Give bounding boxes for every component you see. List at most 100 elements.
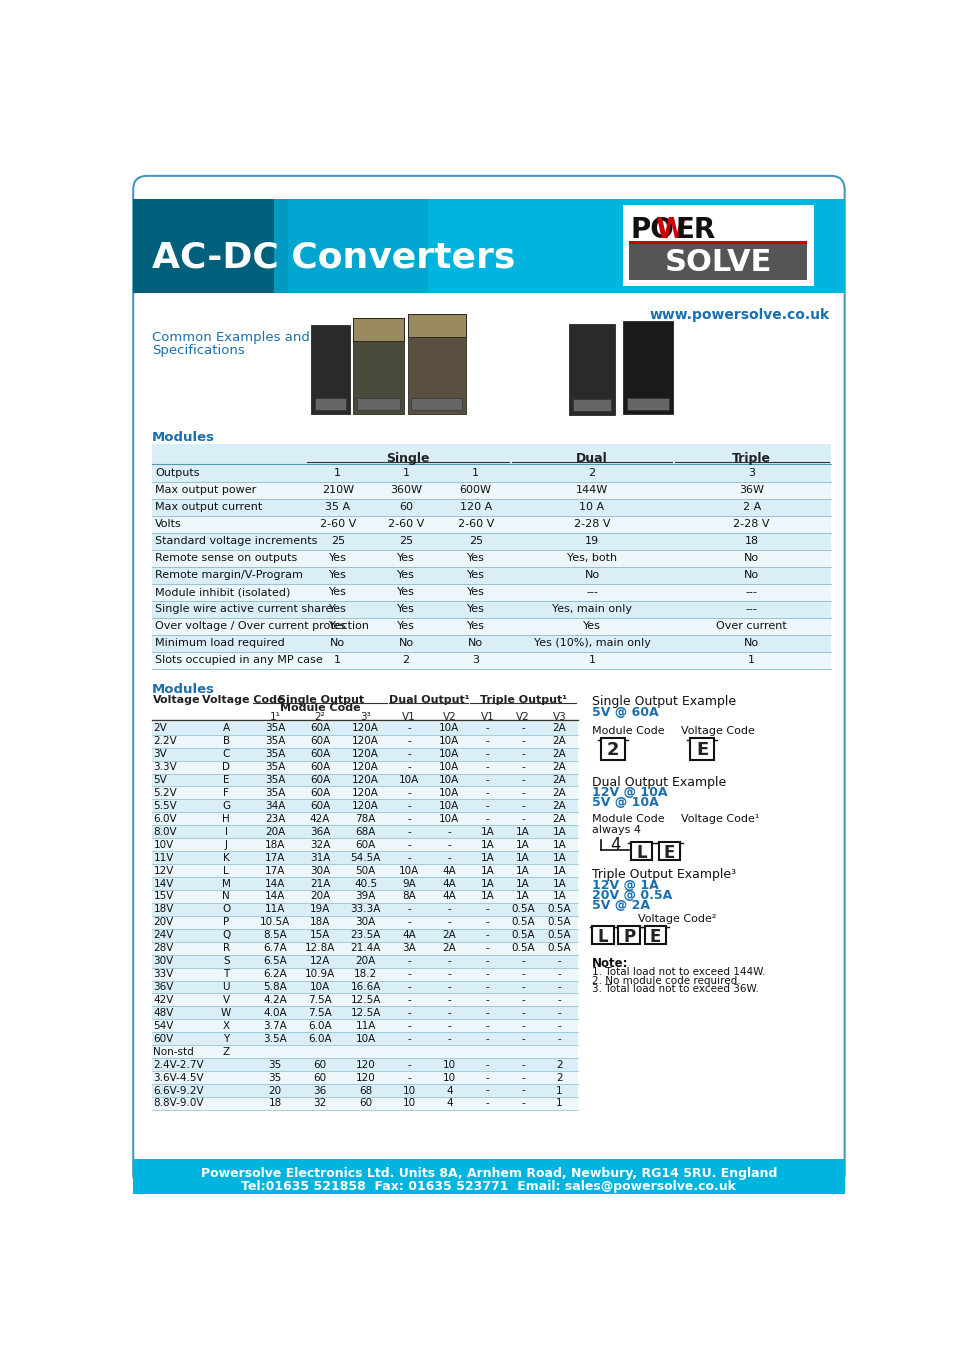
Text: 2A: 2A <box>442 944 456 953</box>
Text: -: - <box>407 1008 411 1018</box>
Text: 35A: 35A <box>265 736 285 747</box>
Text: Standard voltage increments: Standard voltage increments <box>154 536 317 547</box>
Bar <box>311 325 350 414</box>
Text: -: - <box>407 1021 411 1031</box>
Text: -: - <box>407 904 411 914</box>
Text: 34A: 34A <box>265 801 285 811</box>
Text: 35: 35 <box>268 1073 281 1083</box>
Text: -: - <box>447 981 451 992</box>
Text: 2: 2 <box>556 1073 562 1083</box>
Text: 0.5A: 0.5A <box>547 930 571 941</box>
Bar <box>133 1160 843 1193</box>
Text: 35A: 35A <box>265 763 285 772</box>
Bar <box>152 1098 578 1110</box>
Text: 18A: 18A <box>265 840 285 849</box>
Text: Yes: Yes <box>466 587 484 597</box>
Text: -: - <box>447 1034 451 1044</box>
Text: AC-DC Converters: AC-DC Converters <box>152 240 515 274</box>
Text: 19A: 19A <box>310 904 330 914</box>
Text: -: - <box>520 1099 524 1108</box>
Text: -: - <box>485 1060 489 1069</box>
Text: 5V @ 2A: 5V @ 2A <box>592 899 649 911</box>
Text: Minimum load required: Minimum load required <box>154 637 284 648</box>
Bar <box>152 980 578 994</box>
Text: 2-28 V: 2-28 V <box>573 520 610 529</box>
Text: Over voltage / Over current protection: Over voltage / Over current protection <box>154 621 369 630</box>
Text: 10.9A: 10.9A <box>305 969 335 979</box>
Text: 3. Total load not to exceed 36W.: 3. Total load not to exceed 36W. <box>592 984 758 995</box>
Text: Voltage Code: Voltage Code <box>680 726 754 736</box>
Text: -: - <box>447 904 451 914</box>
Text: Volts: Volts <box>154 520 181 529</box>
Bar <box>152 994 578 1006</box>
Text: 10A: 10A <box>438 801 459 811</box>
Text: -: - <box>520 724 524 733</box>
Text: -: - <box>485 788 489 798</box>
Text: -: - <box>447 840 451 849</box>
Text: 3.5A: 3.5A <box>263 1034 287 1044</box>
Text: 50A: 50A <box>355 865 375 876</box>
Text: 78A: 78A <box>355 814 375 824</box>
Text: -: - <box>407 724 411 733</box>
Bar <box>356 398 399 410</box>
Text: 1A: 1A <box>552 826 566 837</box>
Bar <box>152 618 830 634</box>
Text: 40.5: 40.5 <box>354 879 376 888</box>
Text: -: - <box>520 1034 524 1044</box>
Text: -: - <box>485 995 489 1004</box>
Text: 3: 3 <box>472 655 478 664</box>
Bar <box>152 942 578 954</box>
Text: -: - <box>447 853 451 863</box>
Bar <box>152 567 830 585</box>
Text: Yes: Yes <box>396 603 415 614</box>
Text: -: - <box>485 944 489 953</box>
Text: 120A: 120A <box>352 749 378 759</box>
Bar <box>152 1033 578 1045</box>
Text: 0.5A: 0.5A <box>547 944 571 953</box>
Text: 60: 60 <box>358 1099 372 1108</box>
Text: 3³: 3³ <box>360 711 371 722</box>
Text: 1A: 1A <box>516 891 529 902</box>
Text: 17A: 17A <box>265 865 285 876</box>
Bar <box>152 813 578 825</box>
Text: 120A: 120A <box>352 775 378 786</box>
Text: 12V @ 10A: 12V @ 10A <box>592 787 667 799</box>
Text: Module inhibit (isolated): Module inhibit (isolated) <box>154 587 290 597</box>
Text: -: - <box>485 918 489 927</box>
Text: 18V: 18V <box>153 904 173 914</box>
Text: -: - <box>520 763 524 772</box>
Text: -: - <box>557 1021 560 1031</box>
Text: 4A: 4A <box>402 930 416 941</box>
Text: 11A: 11A <box>265 904 285 914</box>
Text: 14A: 14A <box>265 891 285 902</box>
Text: 10V: 10V <box>153 840 173 849</box>
Text: 24V: 24V <box>153 930 173 941</box>
Bar <box>629 240 806 244</box>
Text: Modules: Modules <box>152 683 214 695</box>
Bar <box>133 198 427 293</box>
Text: T: T <box>223 969 229 979</box>
Text: 6.0A: 6.0A <box>308 1021 332 1031</box>
Text: 15V: 15V <box>153 891 173 902</box>
Bar <box>274 198 468 293</box>
Text: 1: 1 <box>472 468 478 478</box>
Text: 25: 25 <box>468 536 482 547</box>
Text: -: - <box>485 1073 489 1083</box>
Text: 2: 2 <box>556 1060 562 1069</box>
Text: ---: --- <box>585 587 598 597</box>
Text: 3A: 3A <box>402 944 416 953</box>
Text: Module Code: Module Code <box>592 726 664 736</box>
Text: ER: ER <box>675 216 715 244</box>
Text: Max output current: Max output current <box>154 502 262 513</box>
Bar <box>152 1058 578 1071</box>
Text: 1A: 1A <box>552 879 566 888</box>
Text: 10 A: 10 A <box>578 502 604 513</box>
Bar <box>152 601 830 618</box>
Text: Dual Output Example: Dual Output Example <box>592 776 725 788</box>
Text: 2A: 2A <box>552 749 566 759</box>
Text: Outputs: Outputs <box>154 468 199 478</box>
Bar <box>152 864 578 878</box>
Text: No: No <box>584 570 598 580</box>
Text: 11A: 11A <box>355 1021 375 1031</box>
Bar <box>133 198 843 293</box>
